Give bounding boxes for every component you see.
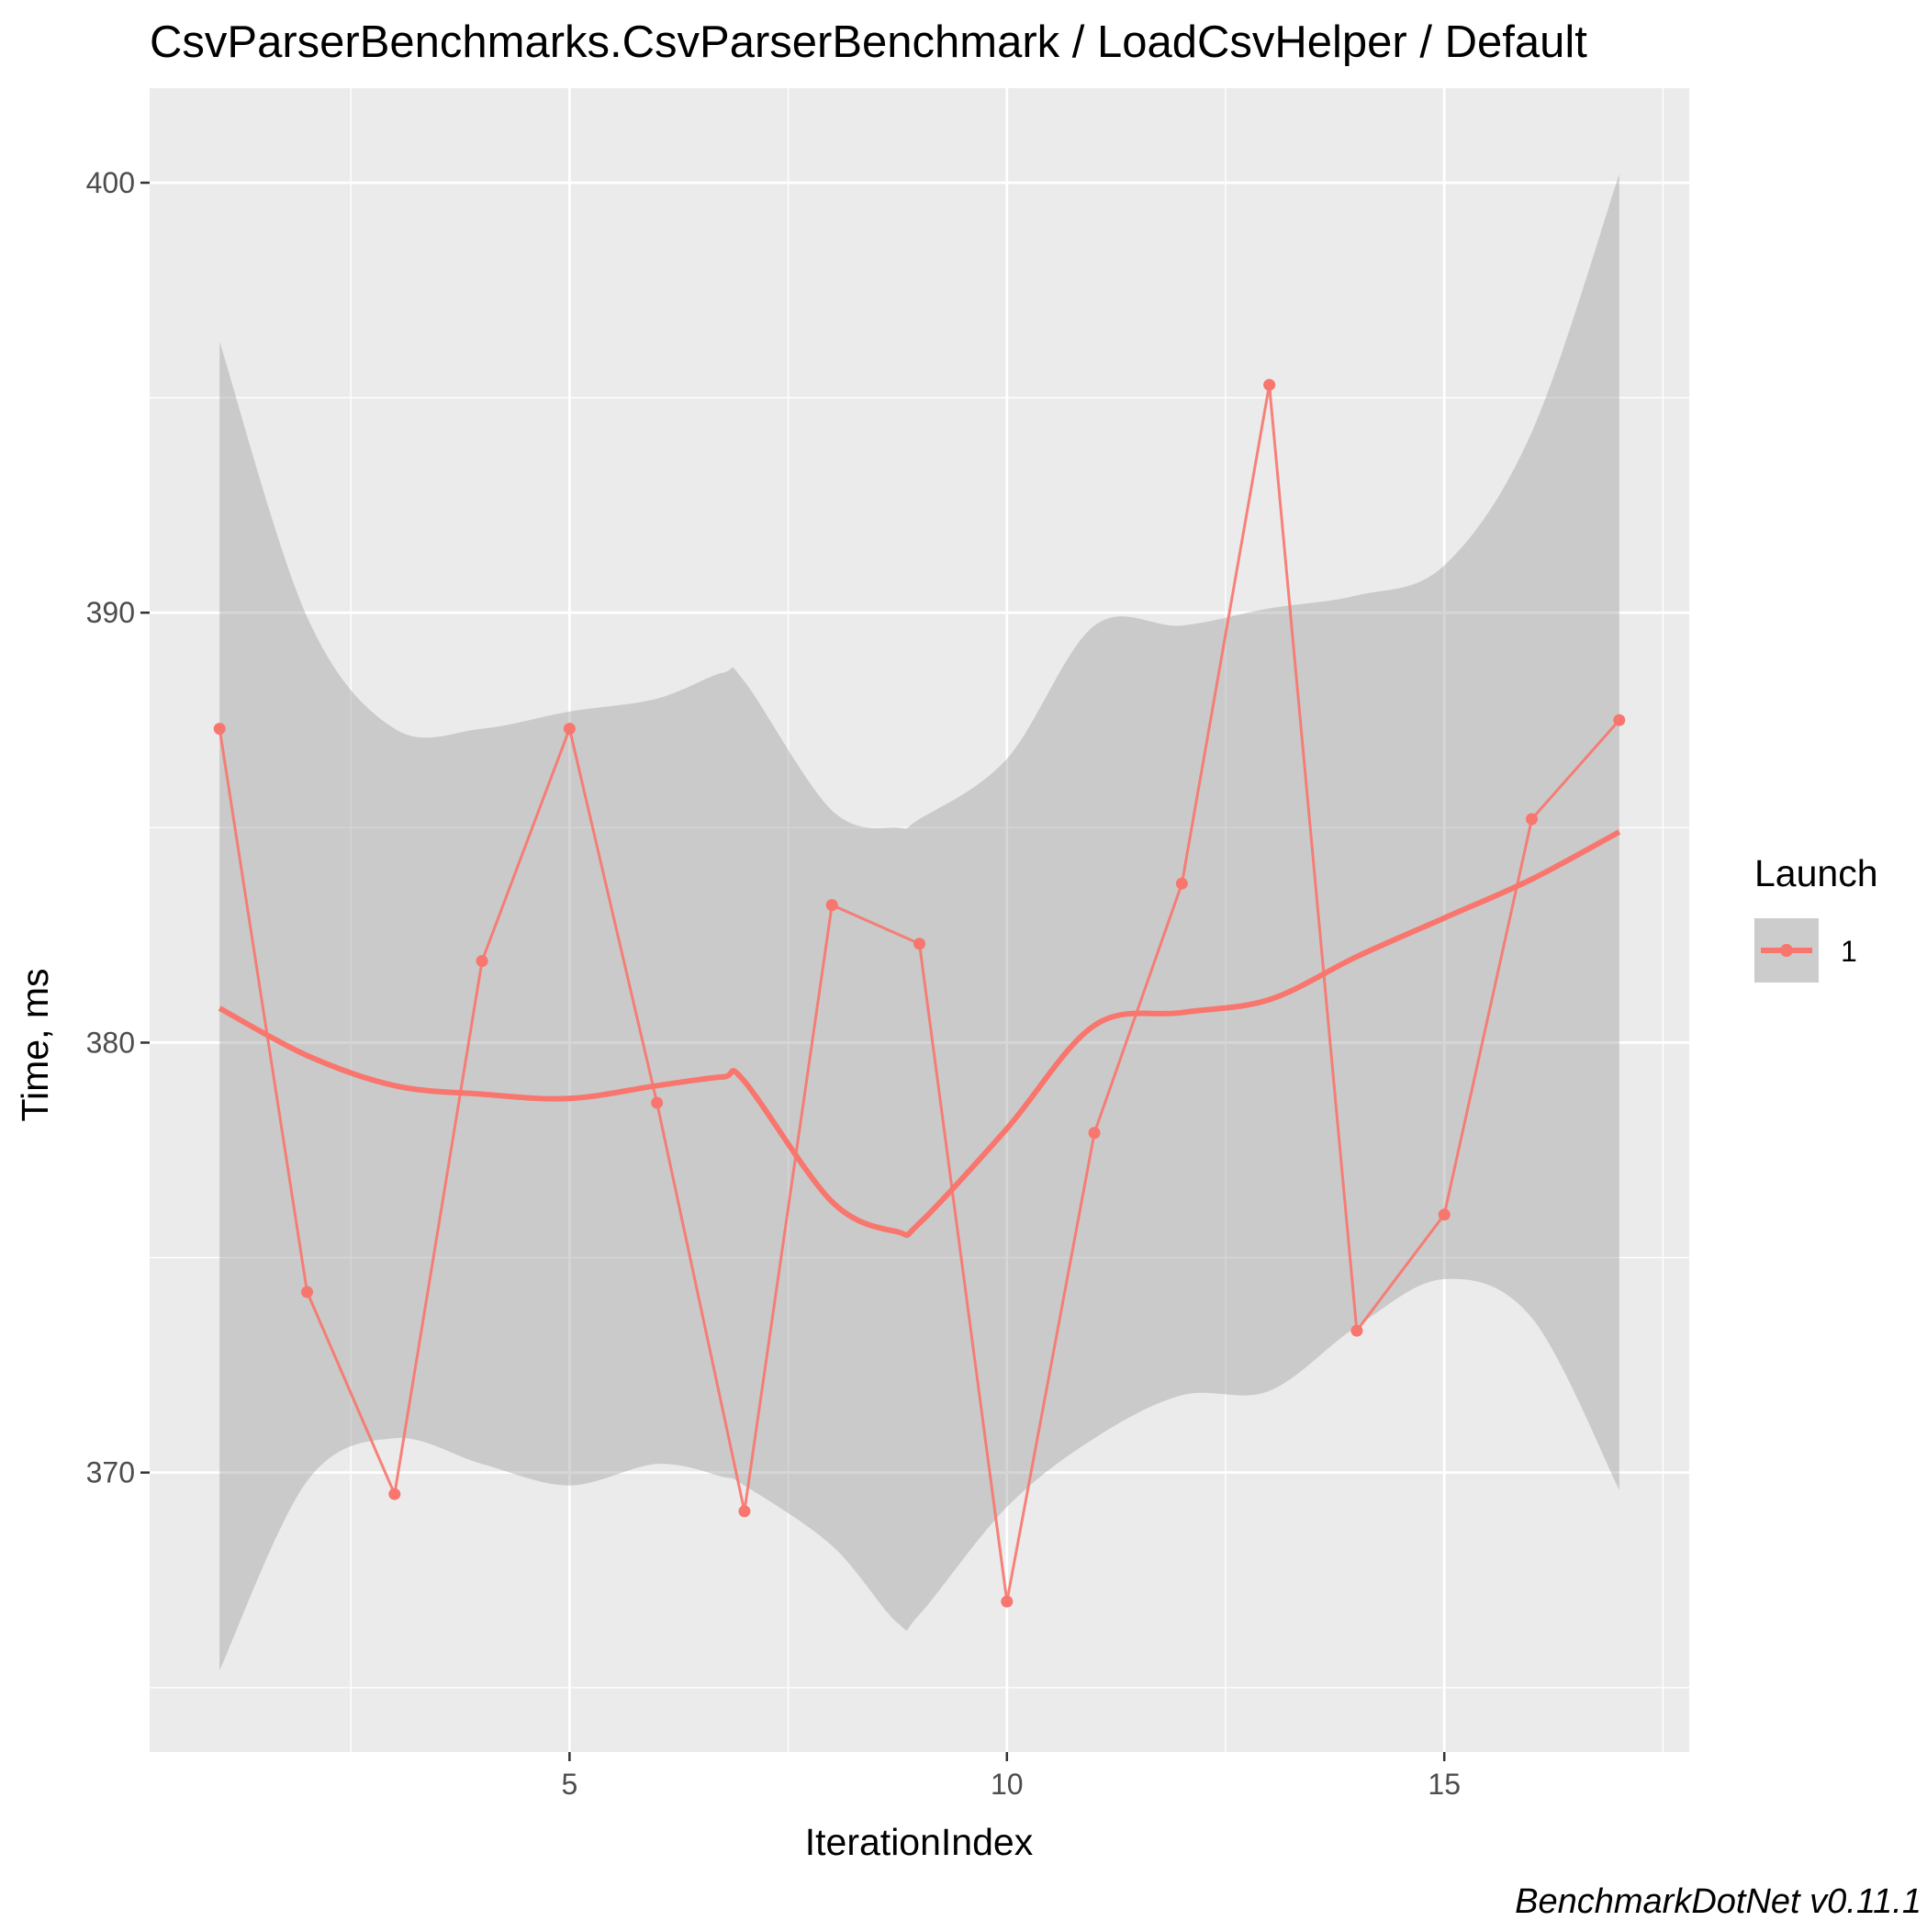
data-point <box>1001 1595 1014 1608</box>
x-tick-label: 15 <box>1428 1768 1461 1801</box>
confidence-band <box>219 174 1619 1671</box>
y-axis-label: Time, ms <box>14 968 56 1121</box>
x-axis-label: IterationIndex <box>805 1821 1034 1863</box>
legend-title: Launch <box>1754 852 1878 894</box>
data-point <box>1350 1324 1363 1337</box>
legend-key-point <box>1780 944 1793 957</box>
data-point <box>913 938 925 950</box>
data-point <box>825 899 838 912</box>
data-point <box>1088 1127 1101 1140</box>
data-point <box>1525 813 1538 826</box>
data-point <box>301 1286 314 1298</box>
y-tick-label: 370 <box>86 1456 135 1489</box>
data-point <box>213 723 226 736</box>
x-tick-label: 5 <box>561 1768 577 1801</box>
data-point <box>388 1488 401 1500</box>
data-point <box>738 1505 751 1518</box>
y-tick-label: 400 <box>86 166 135 199</box>
data-point <box>1438 1208 1451 1221</box>
chart-caption: BenchmarkDotNet v0.11.1 <box>1515 1882 1921 1921</box>
plot-panel <box>150 88 1689 1752</box>
legend-entry-label: 1 <box>1841 935 1857 968</box>
data-point <box>1175 877 1188 890</box>
data-point <box>1613 713 1626 726</box>
smooth-trend-line <box>218 829 1621 1239</box>
data-point <box>651 1096 664 1109</box>
legend: Launch 1 <box>1754 852 1878 983</box>
chart-title: CsvParserBenchmarks.CsvParserBenchmark /… <box>150 17 1587 67</box>
x-tick-label: 10 <box>991 1768 1024 1801</box>
axes: 5 10 15 370 380 390 400 <box>86 166 1461 1801</box>
y-tick-label: 390 <box>86 596 135 629</box>
data-point <box>476 954 488 967</box>
data-point <box>1263 378 1276 391</box>
y-tick-label: 380 <box>86 1026 135 1059</box>
data-point <box>563 723 576 736</box>
